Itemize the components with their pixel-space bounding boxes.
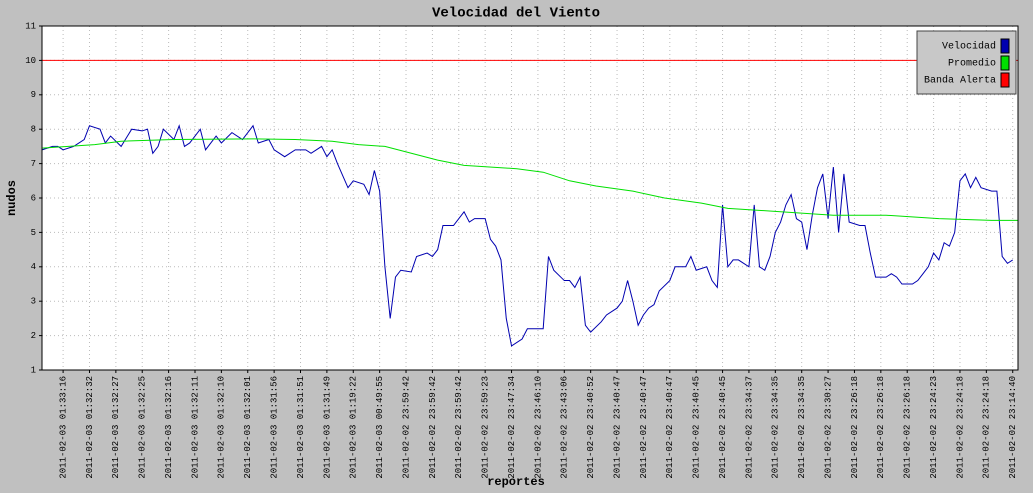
x-tick-label: 2011-02-03 01:31:51 — [296, 376, 306, 479]
x-tick-label: 2011-02-02 23:43:06 — [560, 376, 570, 479]
x-tick-label: 2011-02-02 23:59:42 — [428, 376, 438, 479]
y-tick-label: 9 — [31, 90, 36, 100]
y-tick-label: 4 — [31, 262, 36, 272]
x-tick-label: 2011-02-02 23:40:52 — [586, 376, 596, 479]
x-axis-label: reportes — [487, 475, 545, 489]
x-tick-label: 2011-02-02 23:40:47 — [665, 376, 675, 479]
x-tick-label: 2011-02-02 23:47:34 — [507, 376, 517, 479]
x-tick-label: 2011-02-02 23:40:47 — [612, 376, 622, 479]
legend-box — [916, 30, 1017, 95]
x-tick-label: 2011-02-02 23:24:23 — [929, 376, 939, 479]
x-tick-label: 2011-02-02 23:40:47 — [639, 376, 649, 479]
x-tick-label: 2011-02-03 01:32:32 — [85, 376, 95, 479]
x-tick-label: 2011-02-03 01:32:25 — [138, 376, 148, 479]
x-tick-label: 2011-02-02 23:30:27 — [823, 376, 833, 479]
x-tick-label: 2011-02-02 23:26:18 — [876, 376, 886, 479]
x-tick-label: 2011-02-02 23:26:18 — [903, 376, 913, 479]
y-tick-label: 5 — [31, 228, 36, 238]
y-tick-label: 2 — [31, 331, 36, 341]
x-tick-label: 2011-02-03 01:32:01 — [243, 376, 253, 479]
y-tick-label: 6 — [31, 193, 36, 203]
legend-swatch — [1000, 72, 1010, 88]
legend-swatch — [1000, 38, 1010, 54]
x-tick-label: 2011-02-02 23:26:18 — [850, 376, 860, 479]
x-tick-label: 2011-02-02 23:14:40 — [1008, 376, 1018, 479]
y-tick-label: 11 — [25, 21, 36, 31]
x-tick-label: 2011-02-02 23:59:23 — [481, 376, 491, 479]
x-tick-label: 2011-02-02 23:40:45 — [718, 376, 728, 479]
x-tick-label: 2011-02-03 01:31:56 — [270, 376, 280, 479]
x-tick-label: 2011-02-02 23:40:45 — [692, 376, 702, 479]
x-tick-label: 2011-02-02 23:34:35 — [797, 376, 807, 479]
x-tick-label: 2011-02-03 01:32:27 — [111, 376, 121, 479]
x-tick-label: 2011-02-02 23:59:42 — [454, 376, 464, 479]
legend-swatch — [1000, 55, 1010, 71]
x-tick-label: 2011-02-03 01:19:22 — [349, 376, 359, 479]
series-line — [41, 124, 1013, 347]
x-tick-label: 2011-02-02 23:34:37 — [744, 376, 754, 479]
series-line — [41, 138, 1018, 221]
x-tick-label: 2011-02-02 23:24:18 — [955, 376, 965, 479]
legend-label: Banda Alerta — [924, 75, 996, 87]
x-tick-label: 2011-02-02 23:59:42 — [401, 376, 411, 479]
y-tick-label: 7 — [31, 159, 36, 169]
x-tick-label: 2011-02-03 01:32:16 — [164, 376, 174, 479]
y-tick-label: 1 — [31, 365, 36, 375]
x-tick-label: 2011-02-03 00:49:55 — [375, 376, 385, 479]
x-tick-label: 2011-02-03 01:33:16 — [58, 376, 68, 479]
y-tick-label: 3 — [31, 297, 36, 307]
x-tick-label: 2011-02-02 23:34:35 — [771, 376, 781, 479]
x-tick-label: 2011-02-03 01:32:11 — [190, 376, 200, 479]
x-tick-label: 2011-02-02 23:24:18 — [982, 376, 992, 479]
x-tick-label: 2011-02-02 23:46:10 — [533, 376, 543, 479]
chart-title: Velocidad del Viento — [432, 6, 600, 22]
y-tick-label: 8 — [31, 125, 36, 135]
x-tick-label: 2011-02-03 01:32:10 — [217, 376, 227, 479]
legend-label: Velocidad — [942, 41, 996, 53]
x-tick-label: 2011-02-03 01:31:49 — [322, 376, 332, 479]
y-axis-label: nudos — [5, 180, 19, 216]
plot-border — [41, 25, 1019, 371]
legend-label: Promedio — [948, 58, 996, 70]
y-tick-label: 10 — [25, 56, 36, 66]
